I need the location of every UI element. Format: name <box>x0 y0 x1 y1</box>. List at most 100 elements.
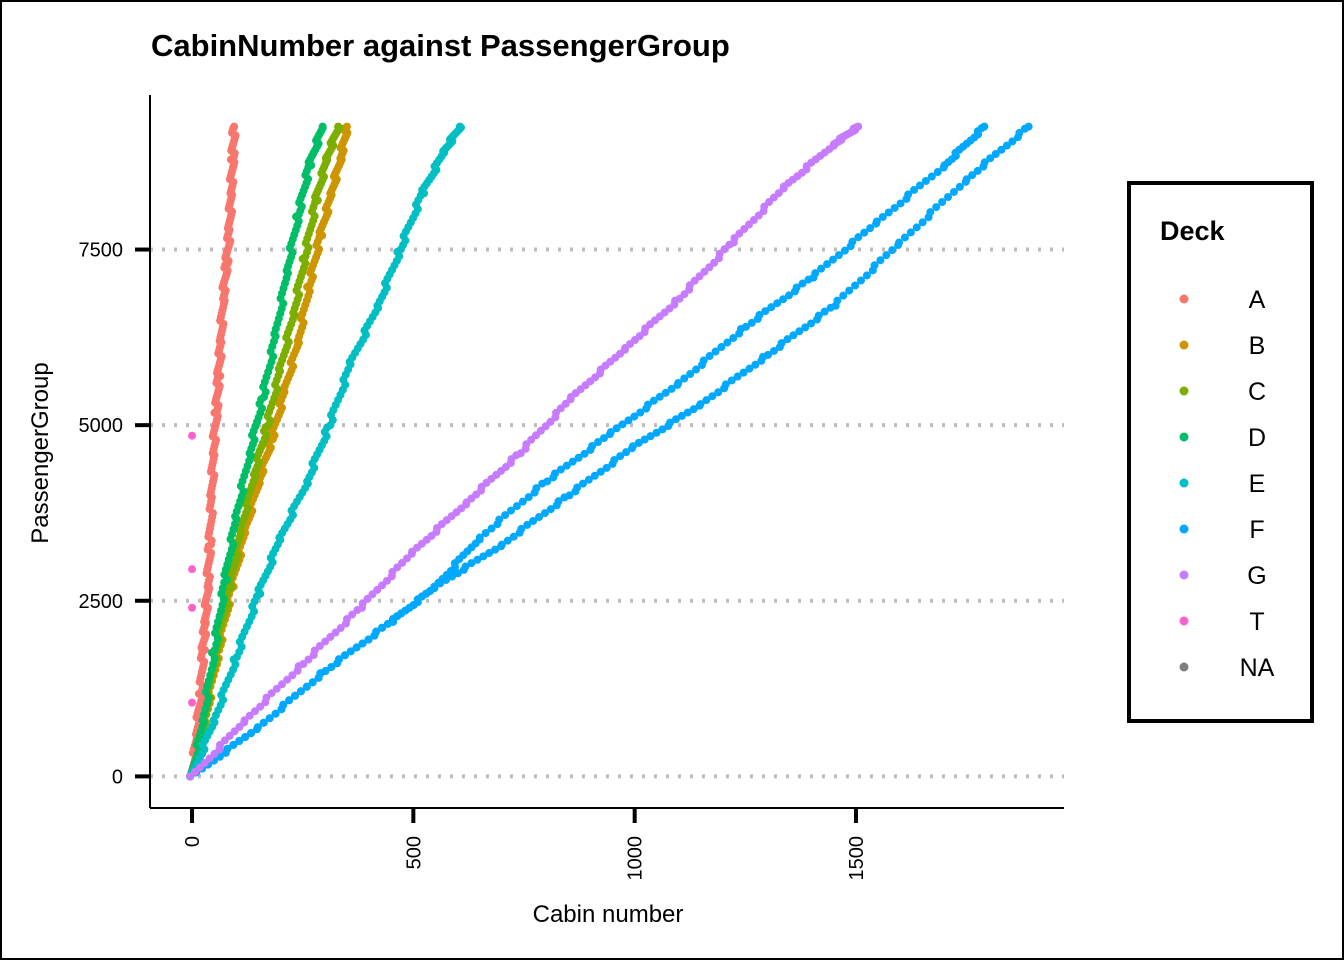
legend-key <box>1179 340 1189 350</box>
point <box>727 376 736 385</box>
point <box>912 223 921 232</box>
point <box>702 396 711 405</box>
point <box>501 511 510 520</box>
point <box>714 388 723 397</box>
point <box>840 246 849 255</box>
point <box>223 744 232 753</box>
point <box>346 647 355 656</box>
point <box>279 700 288 709</box>
point <box>652 428 661 437</box>
x-axis-ticks: 0 500 1000 1500 <box>182 808 868 881</box>
point <box>247 729 256 738</box>
point <box>296 687 305 696</box>
series-d <box>186 122 327 781</box>
point <box>453 569 462 578</box>
point <box>705 352 714 361</box>
point <box>820 307 829 316</box>
legend-label: E <box>1249 470 1266 498</box>
point <box>491 545 500 554</box>
legend-label: T <box>1249 608 1264 636</box>
point <box>839 291 848 300</box>
point <box>285 696 294 705</box>
point <box>327 663 336 672</box>
point <box>666 418 675 427</box>
point <box>708 392 717 401</box>
point <box>588 441 597 450</box>
point <box>310 646 319 655</box>
point <box>271 709 280 718</box>
point <box>259 718 268 727</box>
point <box>580 449 589 458</box>
y-tick-label: 0 <box>112 766 123 788</box>
y-tick-label: 5000 <box>79 415 124 437</box>
point <box>475 533 484 542</box>
point <box>256 702 265 711</box>
point <box>481 529 490 538</box>
x-tick-label: 1000 <box>625 836 647 881</box>
point <box>717 343 726 352</box>
legend-title: Deck <box>1160 216 1226 246</box>
point <box>334 655 343 664</box>
point <box>692 365 701 374</box>
y-axis-label: PassengerGroup <box>27 362 54 543</box>
point <box>487 524 496 533</box>
point <box>523 520 532 529</box>
point <box>729 334 738 343</box>
point <box>352 643 361 652</box>
point <box>680 374 689 383</box>
point <box>991 150 1000 159</box>
point <box>962 175 971 184</box>
point <box>761 307 770 316</box>
point <box>915 181 924 190</box>
point <box>696 400 705 409</box>
point <box>302 682 311 691</box>
point <box>918 218 927 227</box>
point <box>265 714 274 723</box>
point <box>848 237 857 246</box>
point <box>461 562 470 571</box>
series-g <box>186 122 863 781</box>
point <box>503 536 512 545</box>
legend-key <box>1179 524 1189 534</box>
point <box>318 122 327 131</box>
point <box>529 516 538 525</box>
point <box>677 411 686 420</box>
point <box>245 711 254 720</box>
point <box>277 680 286 689</box>
point <box>854 122 863 131</box>
legend-key <box>1179 616 1189 626</box>
legend-item-b: B <box>1179 332 1265 360</box>
point <box>1002 141 1011 150</box>
point <box>291 691 300 700</box>
point <box>283 675 292 684</box>
point <box>817 264 826 273</box>
point <box>372 627 381 636</box>
point <box>833 296 842 305</box>
point <box>661 388 670 397</box>
point <box>340 651 349 660</box>
point <box>667 384 676 393</box>
point <box>823 260 832 269</box>
point <box>509 532 518 541</box>
point <box>594 438 603 447</box>
point <box>358 639 367 648</box>
point <box>556 465 565 474</box>
point <box>230 122 239 131</box>
point <box>540 509 549 518</box>
point <box>699 356 708 365</box>
point <box>1008 137 1017 146</box>
point <box>854 233 863 242</box>
point <box>188 603 197 612</box>
legend-label: NA <box>1240 654 1275 682</box>
point <box>649 396 658 405</box>
point <box>733 372 742 381</box>
point <box>751 360 760 369</box>
point <box>870 261 879 270</box>
point <box>884 208 893 217</box>
point <box>986 154 995 163</box>
point <box>240 716 249 725</box>
point <box>834 251 843 260</box>
point <box>921 176 930 185</box>
x-tick-label: 1500 <box>846 836 868 881</box>
